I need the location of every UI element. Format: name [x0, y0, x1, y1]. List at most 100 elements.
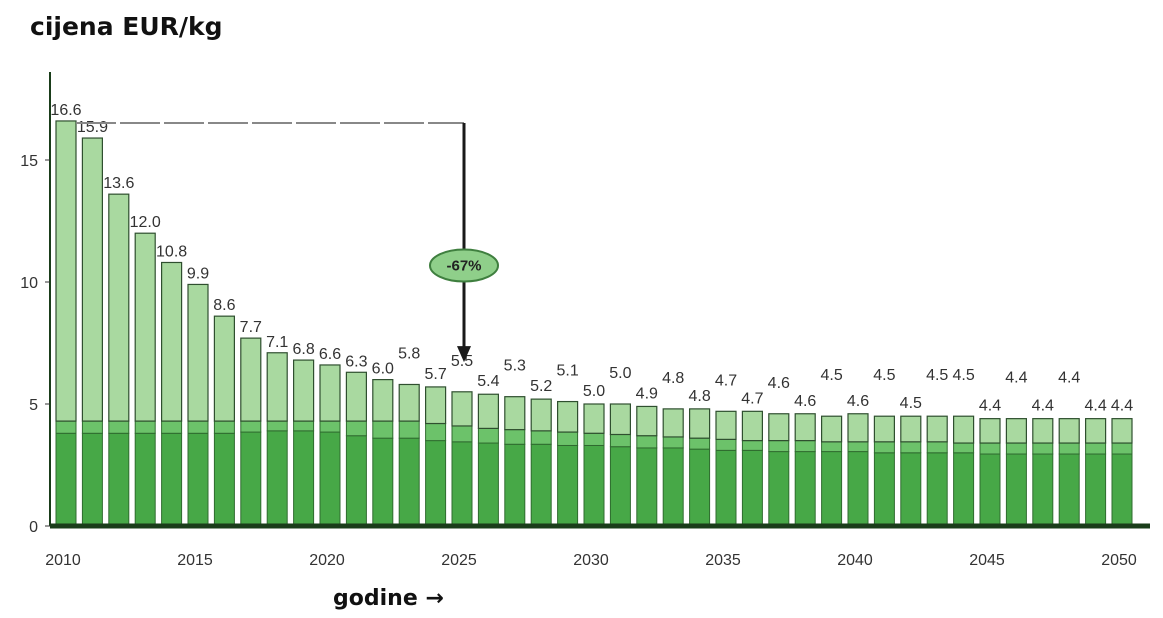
x-tick-label: 2040	[837, 552, 873, 569]
bar-segment-middle	[636, 435, 658, 449]
bar-segment-middle	[266, 420, 288, 432]
value-label-2024: 5.7	[424, 366, 446, 383]
bar-segment-base	[583, 444, 605, 527]
x-tick-label: 2050	[1101, 552, 1137, 569]
bar-segment-middle	[345, 420, 367, 437]
bar-segment-top	[345, 371, 367, 422]
bar-segment-middle	[372, 420, 394, 439]
value-label-2019: 6.8	[292, 341, 314, 358]
bar-segment-base	[768, 451, 790, 527]
bar-segment-base	[398, 437, 420, 527]
bar-segment-top	[81, 137, 104, 422]
bar-2022	[372, 379, 394, 527]
bar-2045	[979, 418, 1001, 527]
bar-segment-middle	[662, 436, 684, 449]
value-label-2047: 4.4	[1032, 398, 1054, 415]
value-label-2012: 13.6	[103, 175, 134, 192]
value-label-2045: 4.4	[979, 398, 1001, 415]
bar-2017	[240, 337, 262, 527]
bar-segment-middle	[741, 440, 763, 451]
bar-2016	[213, 315, 235, 527]
bar-segment-base	[741, 449, 763, 527]
bar-segment-base	[794, 451, 816, 527]
bar-segment-middle	[1058, 442, 1080, 455]
bar-segment-top	[187, 283, 209, 422]
bar-segment-base	[319, 431, 341, 527]
bar-segment-middle	[81, 420, 103, 434]
bar-segment-top	[134, 232, 156, 422]
value-label-2044: 4.5	[952, 367, 974, 384]
bar-segment-middle	[794, 440, 816, 453]
value-label-2027: 5.3	[504, 358, 526, 375]
value-label-2025: 5.5	[451, 353, 473, 370]
bar-segment-top	[108, 193, 130, 422]
bar-segment-base	[161, 432, 183, 527]
bar-segment-middle	[583, 432, 605, 446]
bar-segment-middle	[821, 441, 843, 453]
value-label-2036: 4.7	[741, 390, 763, 407]
bar-2040	[847, 413, 869, 527]
bar-segment-top	[1005, 418, 1028, 444]
bar-segment-middle	[1111, 442, 1133, 455]
value-label-2030: 5.0	[583, 383, 605, 400]
bar-segment-middle	[504, 429, 526, 445]
bar-2024	[425, 386, 447, 527]
bar-segment-base	[345, 435, 367, 527]
bar-segment-base	[926, 452, 948, 527]
bar-segment-middle	[213, 420, 235, 434]
value-label-2020: 6.6	[319, 346, 341, 363]
bar-segment-base	[557, 444, 579, 527]
bar-2028	[530, 398, 552, 527]
value-label-2014: 10.8	[156, 243, 187, 260]
bar-2032	[636, 405, 658, 527]
bar-segment-base	[425, 440, 447, 527]
bar-segment-top	[768, 413, 790, 442]
bar-segment-top	[609, 403, 632, 436]
bar-segment-top	[240, 337, 262, 422]
bar-segment-top	[213, 315, 235, 422]
bar-2030	[583, 403, 605, 527]
value-label-2031: 5.0	[609, 365, 631, 382]
value-label-2038: 4.6	[794, 393, 816, 410]
bar-2048	[1058, 418, 1080, 527]
bar-2037	[768, 413, 790, 527]
bar-segment-base	[873, 452, 895, 527]
bar-segment-top	[556, 400, 579, 433]
bar-segment-middle	[425, 423, 447, 442]
value-label-2033: 4.8	[662, 370, 684, 387]
x-tick-label: 2025	[441, 552, 477, 569]
bar-segment-top	[715, 410, 737, 440]
bar-segment-middle	[768, 440, 790, 453]
bar-segment-base	[372, 437, 394, 527]
bar-segment-base	[81, 432, 103, 527]
value-label-2023: 5.8	[398, 345, 420, 362]
value-label-2043: 4.5	[926, 367, 948, 384]
bar-segment-middle	[319, 420, 341, 433]
bar-segment-middle	[557, 431, 579, 446]
bar-segment-base	[689, 448, 711, 527]
x-tick-label: 2030	[573, 552, 609, 569]
bar-segment-base	[55, 432, 77, 527]
bar-segment-top	[161, 261, 183, 422]
bar-segment-middle	[161, 420, 183, 434]
bar-segment-base	[1058, 453, 1080, 527]
bar-segment-base	[1005, 453, 1027, 527]
bar-segment-top	[1032, 418, 1054, 444]
bar-segment-middle	[451, 425, 473, 443]
bar-segment-base	[953, 452, 975, 527]
x-tick-label: 2035	[705, 552, 741, 569]
y-tick-label: 10	[20, 275, 38, 292]
value-label-2049: 4.4	[1084, 398, 1106, 415]
value-label-2032: 4.9	[636, 385, 658, 402]
bar-segment-top	[504, 396, 526, 431]
x-tick-label: 2010	[45, 552, 81, 569]
bar-2010	[55, 120, 77, 527]
y-tick-label: 15	[20, 153, 38, 170]
bar-segment-base	[1032, 453, 1054, 527]
bar-segment-base	[979, 453, 1001, 527]
bar-segment-middle	[953, 442, 975, 454]
bar-segment-base	[187, 432, 209, 527]
bar-segment-base	[1085, 453, 1107, 527]
bar-segment-top	[873, 415, 896, 443]
